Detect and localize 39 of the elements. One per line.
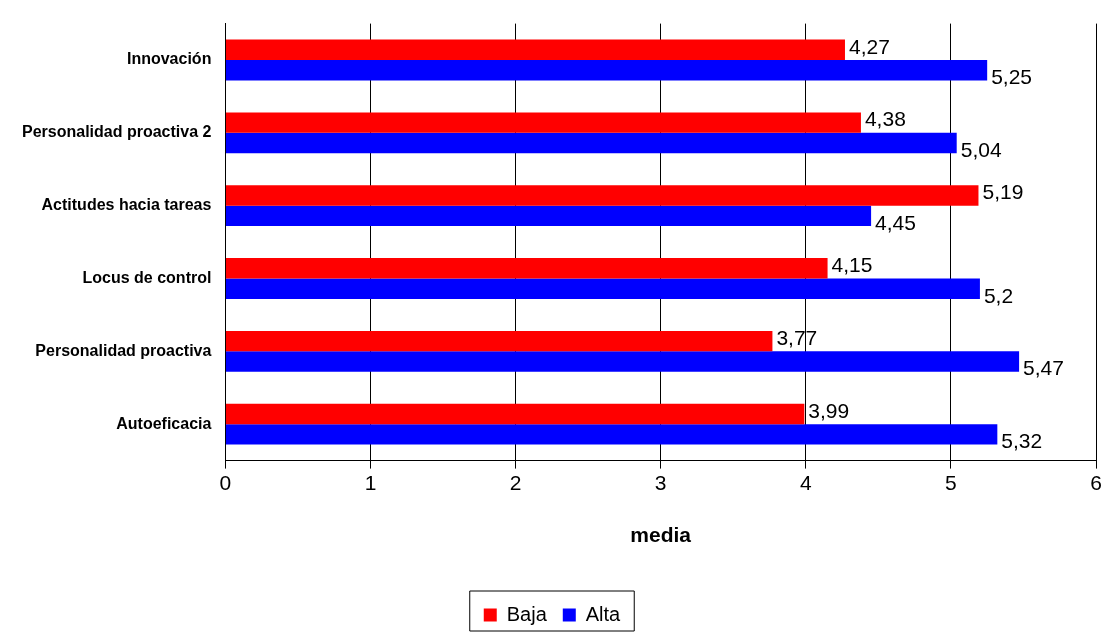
data-label: 4,27: [848, 34, 890, 58]
legend-label: Alta: [585, 602, 622, 625]
bar: [225, 132, 957, 154]
y-tick-label: Personalidad proactiva 2: [22, 123, 212, 141]
bar: [225, 403, 805, 425]
x-tick-label: 4: [799, 471, 812, 494]
y-tick-label: Locus de control: [82, 268, 212, 286]
x-tick-label: 0: [219, 471, 232, 494]
data-label: 4,38: [864, 107, 906, 131]
y-tick-label: Personalidad proactiva: [35, 341, 212, 359]
bar: [225, 185, 979, 206]
y-tick-label: Actitudes hacia tareas: [41, 196, 212, 214]
y-tick-label: Autoeficacia: [116, 414, 212, 432]
x-tick-label: 6: [1090, 471, 1102, 494]
bar: [225, 205, 872, 227]
data-label: 4,45: [875, 210, 916, 234]
x-tick-label: 5: [945, 471, 957, 494]
bar: [225, 258, 828, 279]
data-label: 4,15: [831, 253, 873, 277]
bar: [225, 39, 845, 61]
data-label: 5,19: [982, 180, 1024, 204]
bar: [225, 330, 773, 352]
x-tick-label: 1: [364, 471, 377, 494]
data-label: 5,04: [960, 137, 1002, 161]
bar: [225, 112, 861, 133]
x-axis-title: media: [630, 523, 692, 547]
x-tick-label: 3: [654, 471, 667, 494]
data-label: 5,47: [1023, 356, 1064, 380]
bar: [225, 60, 988, 81]
y-tick-label: Innovación: [126, 50, 212, 68]
data-label: 5,25: [991, 65, 1033, 89]
x-tick-label: 2: [509, 471, 522, 494]
data-label: 3,99: [808, 398, 850, 422]
bar: [225, 278, 980, 299]
legend-label: Baja: [506, 602, 548, 625]
data-label: 5,32: [1001, 429, 1043, 453]
data-label: 5,2: [983, 283, 1014, 307]
bar: [225, 351, 1020, 372]
bar: [225, 424, 998, 445]
